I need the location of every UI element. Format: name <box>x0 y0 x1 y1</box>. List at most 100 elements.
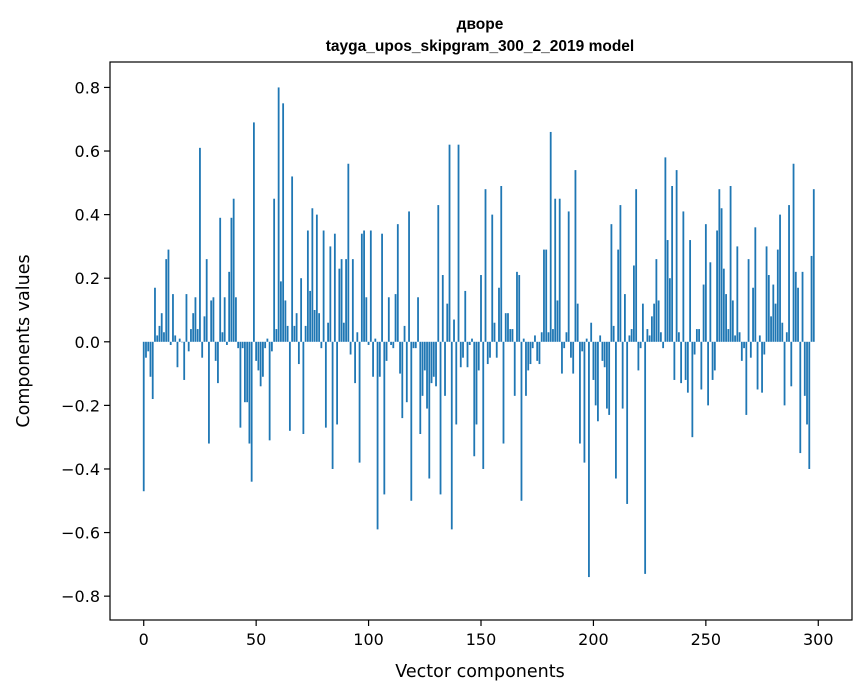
bar-112 <box>394 294 397 342</box>
bar-179 <box>545 249 548 342</box>
bar-69 <box>297 341 300 365</box>
bar-40 <box>232 198 235 342</box>
bar-150 <box>480 275 482 342</box>
bar-220 <box>637 341 640 371</box>
bar-98 <box>363 230 365 342</box>
bar-79 <box>320 341 323 349</box>
bar-281 <box>774 303 777 342</box>
x-tick-label: 150 <box>466 630 497 649</box>
bar-45 <box>244 341 246 403</box>
bar-66 <box>291 176 294 342</box>
bar-73 <box>306 230 309 342</box>
bar-94 <box>354 341 356 384</box>
bar-111 <box>392 341 395 349</box>
bar-138 <box>453 319 455 342</box>
bar-275 <box>761 341 763 393</box>
bar-185 <box>558 198 561 342</box>
bar-143 <box>464 290 467 342</box>
bar-33 <box>217 341 219 384</box>
bar-171 <box>527 341 530 371</box>
bar-139 <box>455 341 458 425</box>
bar-72 <box>304 325 307 342</box>
y-axis-ticks: −0.8 −0.6 −0.4 −0.2 0.0 0.2 0.4 0.6 0.8 <box>61 78 110 606</box>
bar-272 <box>754 227 757 342</box>
bar-25 <box>199 147 201 342</box>
bar-108 <box>385 341 388 361</box>
bar-81 <box>324 341 327 428</box>
y-tick-label: 0.4 <box>75 206 100 225</box>
bar-82 <box>327 322 329 342</box>
bar-110 <box>390 341 392 345</box>
bar-268 <box>745 341 748 415</box>
bar-118 <box>408 211 410 342</box>
bar-20 <box>187 341 190 352</box>
bar-287 <box>788 205 790 342</box>
bar-199 <box>590 322 593 342</box>
bar-0 <box>142 341 145 492</box>
bar-232 <box>664 157 667 342</box>
bar-142 <box>462 341 464 358</box>
bar-160 <box>502 341 505 444</box>
x-axis-label: Vector components <box>395 662 564 682</box>
bar-151 <box>482 341 485 469</box>
bar-68 <box>295 313 298 342</box>
y-axis-label: Components values <box>14 254 34 427</box>
bar-208 <box>610 224 613 342</box>
bar-212 <box>619 205 622 342</box>
bar-93 <box>351 259 354 342</box>
bar-5 <box>154 287 156 342</box>
bar-256 <box>718 189 721 342</box>
x-tick-label: 300 <box>803 630 834 649</box>
bar-213 <box>621 341 624 409</box>
bar-107 <box>383 341 386 495</box>
bars-group <box>142 87 815 578</box>
bar-132 <box>439 341 442 495</box>
bar-56 <box>268 341 271 441</box>
bar-278 <box>767 275 770 342</box>
bar-127 <box>428 341 431 479</box>
bar-214 <box>624 294 626 342</box>
bar-237 <box>675 170 678 342</box>
bar-274 <box>758 335 761 342</box>
bar-90 <box>345 259 347 342</box>
bar-6 <box>156 335 159 342</box>
bar-273 <box>756 341 759 390</box>
bar-289 <box>792 163 795 342</box>
bar-46 <box>246 341 249 403</box>
bar-115 <box>401 341 404 419</box>
bar-293 <box>801 271 804 342</box>
bar-177 <box>540 332 543 342</box>
bar-264 <box>736 246 739 342</box>
bar-149 <box>477 341 480 371</box>
bar-276 <box>763 341 766 355</box>
bar-222 <box>641 303 644 342</box>
bar-152 <box>484 189 487 342</box>
bar-209 <box>612 325 615 342</box>
bar-245 <box>693 341 696 355</box>
bar-57 <box>270 341 273 352</box>
bar-285 <box>783 341 786 406</box>
bar-43 <box>239 341 242 428</box>
bar-146 <box>471 338 473 342</box>
bar-125 <box>423 341 426 371</box>
bar-225 <box>648 335 651 342</box>
y-tick-label: −0.2 <box>61 396 100 415</box>
bar-17 <box>181 341 183 343</box>
bar-30 <box>210 300 213 342</box>
bar-219 <box>635 189 638 342</box>
bar-204 <box>601 341 604 361</box>
bar-205 <box>603 341 606 368</box>
bar-164 <box>511 329 514 342</box>
bar-100 <box>367 341 370 345</box>
bar-130 <box>435 341 437 387</box>
bar-31 <box>212 297 215 342</box>
bar-169 <box>522 338 525 342</box>
bar-286 <box>785 332 788 342</box>
bar-136 <box>448 144 451 342</box>
bar-39 <box>230 217 233 342</box>
y-tick-label: −0.4 <box>61 460 100 479</box>
bar-295 <box>806 341 808 425</box>
bar-159 <box>500 186 503 342</box>
bar-124 <box>421 341 424 396</box>
